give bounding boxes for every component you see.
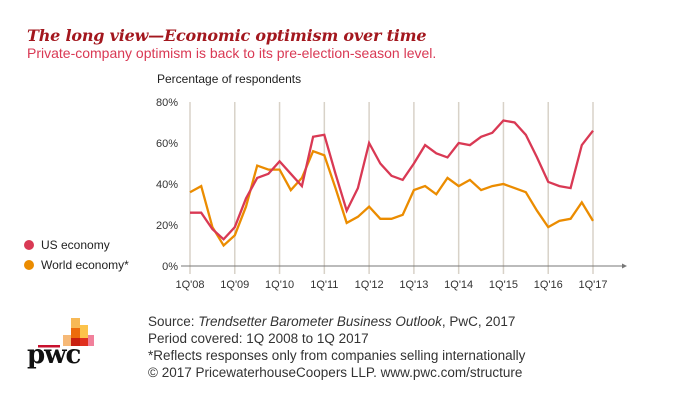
x-tick-label: 1Q'09 bbox=[220, 279, 249, 291]
x-axis bbox=[181, 263, 627, 269]
legend-label-us: US economy bbox=[41, 238, 110, 252]
legend-marker-world bbox=[24, 260, 34, 270]
y-tick-label: 80% bbox=[156, 97, 178, 109]
x-axis-arrow-icon bbox=[622, 263, 627, 269]
y-axis-ticks: 0% 20% 40% 60% 80% bbox=[156, 97, 178, 273]
pwc-logo-text: pwc bbox=[27, 340, 81, 370]
series-lines bbox=[189, 119, 594, 248]
x-tick-label: 1Q'13 bbox=[399, 279, 428, 291]
series-line-world-economy bbox=[189, 149, 594, 248]
x-tick-label: 1Q'08 bbox=[175, 279, 204, 291]
source-title: Trendsetter Barometer Business Outlook bbox=[198, 314, 442, 329]
footnote-line: *Reflects responses only from companies … bbox=[148, 348, 526, 363]
x-tick-label: 1Q'15 bbox=[489, 279, 518, 291]
y-axis-label: Percentage of respondents bbox=[157, 72, 302, 86]
legend-label-world: World economy* bbox=[41, 258, 129, 272]
x-tick-label: 1Q'12 bbox=[355, 279, 384, 291]
copyright-line: © 2017 PricewaterhouseCoopers LLP. www.p… bbox=[148, 365, 523, 380]
line-chart: 0% 20% 40% 60% 80% 1Q'08 1Q'09 1Q'10 1Q'11 1Q'12… bbox=[156, 97, 627, 291]
chart-subtitle: Private-company optimism is back to its … bbox=[27, 45, 437, 61]
gridlines bbox=[189, 102, 594, 274]
legend-marker-us bbox=[24, 240, 34, 250]
chart-title: The long view—Economic optimism over tim… bbox=[27, 26, 427, 45]
y-tick-label: 0% bbox=[162, 261, 178, 273]
x-tick-label: 1Q'10 bbox=[265, 279, 294, 291]
y-tick-label: 60% bbox=[156, 138, 178, 150]
y-tick-label: 40% bbox=[156, 179, 178, 191]
series-line-us-economy bbox=[190, 119, 594, 241]
x-tick-label: 1Q'11 bbox=[310, 279, 338, 291]
footer-notes: Source: Trendsetter Barometer Business O… bbox=[148, 313, 525, 381]
legend: US economy World economy* bbox=[24, 235, 129, 275]
source-line: Source: Trendsetter Barometer Business O… bbox=[148, 314, 516, 329]
x-tick-label: 1Q'14 bbox=[444, 279, 473, 291]
x-tick-label: 1Q'17 bbox=[578, 279, 607, 291]
x-axis-ticks: 1Q'08 1Q'09 1Q'10 1Q'11 1Q'12 1Q'13 1Q'14 1Q'15… bbox=[175, 279, 607, 291]
period-line: Period covered: 1Q 2008 to 1Q 2017 bbox=[148, 331, 369, 346]
y-tick-label: 20% bbox=[156, 220, 178, 232]
x-tick-label: 1Q'16 bbox=[534, 279, 563, 291]
legend-item-us-economy: US economy bbox=[24, 235, 129, 255]
legend-item-world-economy: World economy* bbox=[24, 255, 129, 275]
pwc-logo-mark bbox=[38, 318, 94, 348]
